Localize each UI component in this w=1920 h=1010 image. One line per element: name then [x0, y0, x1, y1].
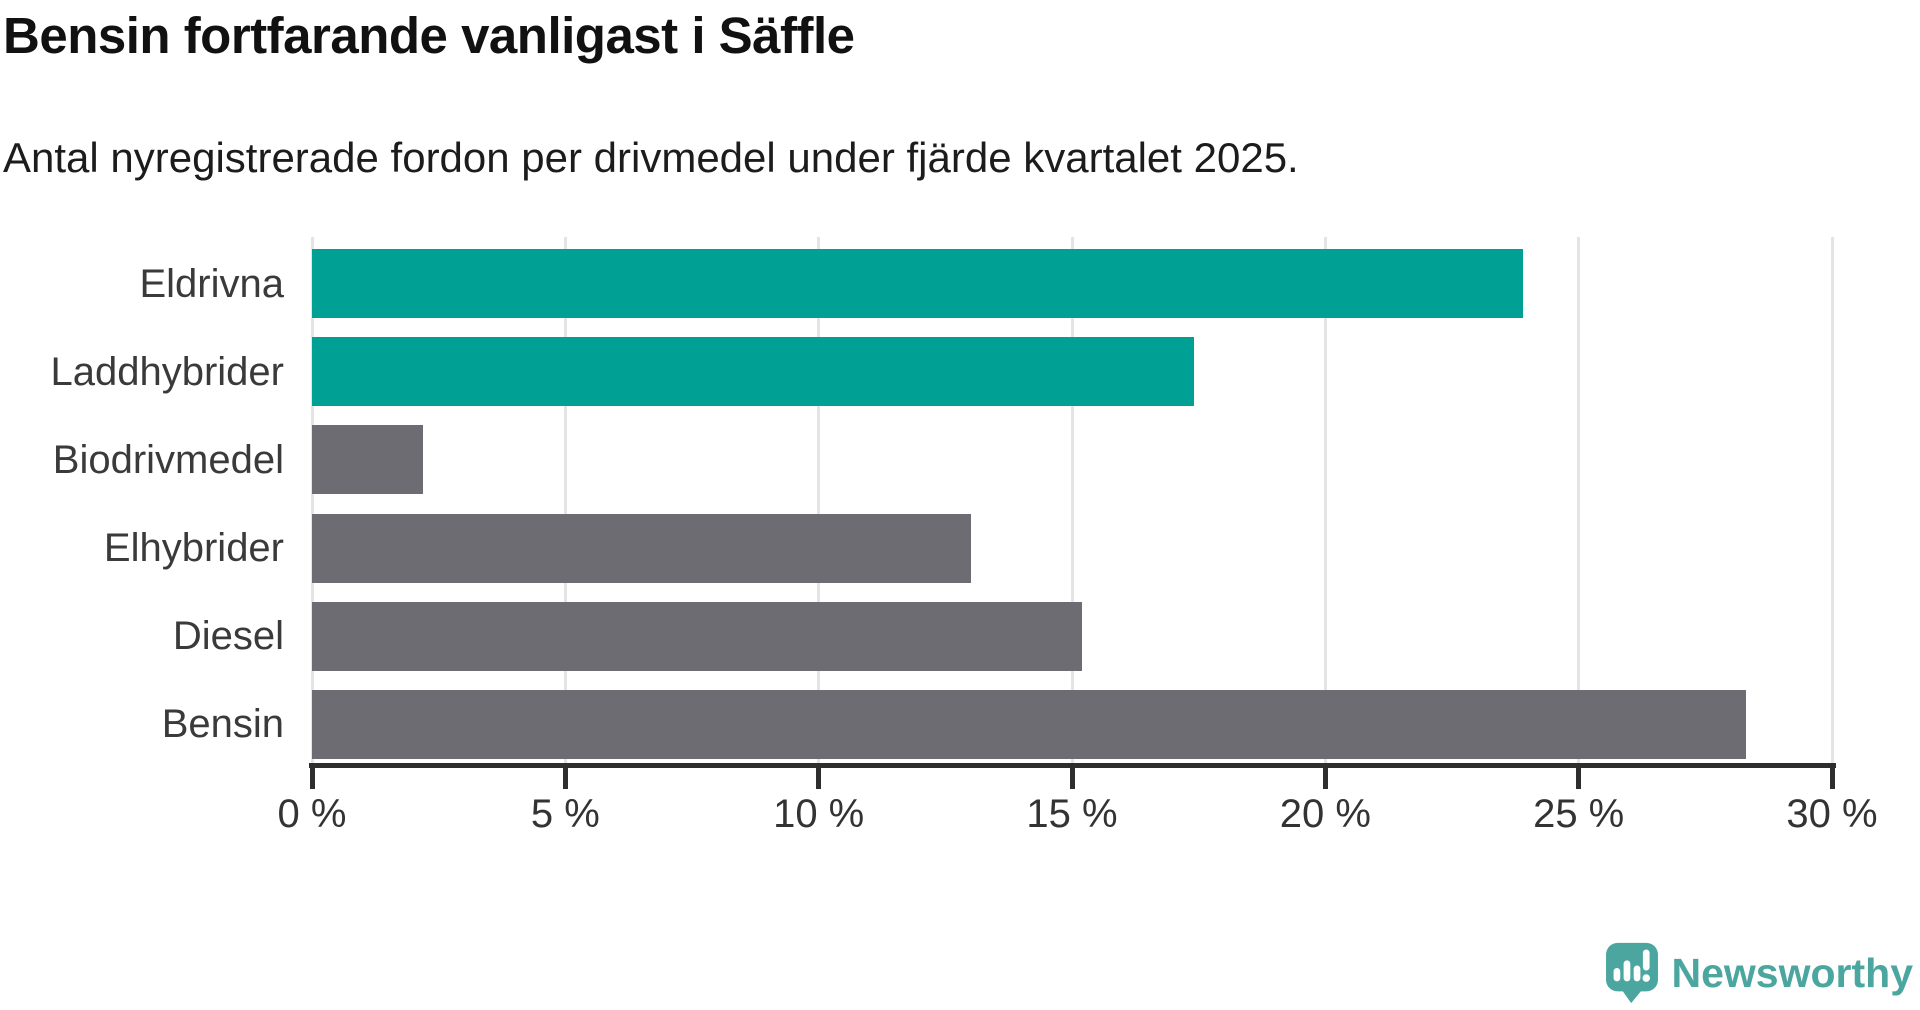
x-tick-15: [1069, 768, 1075, 789]
x-tick-label-30: 30 %: [1786, 792, 1878, 836]
x-tick-label-25: 25 %: [1533, 792, 1625, 836]
x-tick-10: [816, 768, 822, 789]
category-labels: Eldrivna Laddhybrider Biodrivmedel Elhybrid…: [0, 237, 285, 766]
bar-biodrivmedel: [312, 425, 424, 495]
chart-title: Bensin fortfarande vanligast i Säffle: [3, 7, 855, 64]
gridline-5: [563, 237, 567, 766]
x-tick-25: [1576, 768, 1582, 789]
bar-eldrivna: [312, 249, 1523, 318]
x-tick-5: [562, 768, 568, 789]
gridline-30: [1830, 237, 1834, 766]
x-tick-30: [1829, 768, 1835, 789]
bar-elhybrider: [312, 513, 971, 583]
x-tick-label-5: 5 %: [530, 792, 600, 836]
bar-laddhybrider: [312, 337, 1194, 407]
gridline-25: [1577, 237, 1581, 766]
gridline-0: [310, 237, 314, 766]
newsworthy-logo-icon: [1605, 942, 1658, 1004]
category-label-laddhybrider: Laddhybrider: [50, 349, 285, 394]
x-tick-label-15: 15 %: [1026, 792, 1118, 836]
gridline-15: [1070, 237, 1074, 766]
category-label-biodrivmedel: Biodrivmedel: [52, 437, 284, 482]
category-label-eldrivna: Eldrivna: [139, 261, 284, 306]
chart-subtitle: Antal nyregistrerade fordon per drivmede…: [3, 134, 1299, 181]
bar-diesel: [312, 601, 1083, 671]
x-axis-line: [309, 763, 1836, 768]
x-tick-20: [1322, 768, 1328, 789]
x-tick-label-20: 20 %: [1279, 792, 1371, 836]
gridline-10: [817, 237, 821, 766]
category-label-bensin: Bensin: [161, 702, 284, 747]
x-tick-0: [309, 768, 315, 789]
plot-area: [310, 237, 1834, 766]
bar-bensin: [312, 689, 1746, 759]
x-tick-label-0: 0 %: [277, 792, 347, 836]
category-label-elhybrider: Elhybrider: [103, 526, 284, 570]
x-tick-label-10: 10 %: [773, 792, 865, 836]
newsworthy-logo: Newsworthy: [1605, 942, 1914, 1004]
newsworthy-logo-text: Newsworthy: [1671, 949, 1914, 996]
gridline-20: [1323, 237, 1327, 766]
category-label-diesel: Diesel: [172, 614, 284, 659]
